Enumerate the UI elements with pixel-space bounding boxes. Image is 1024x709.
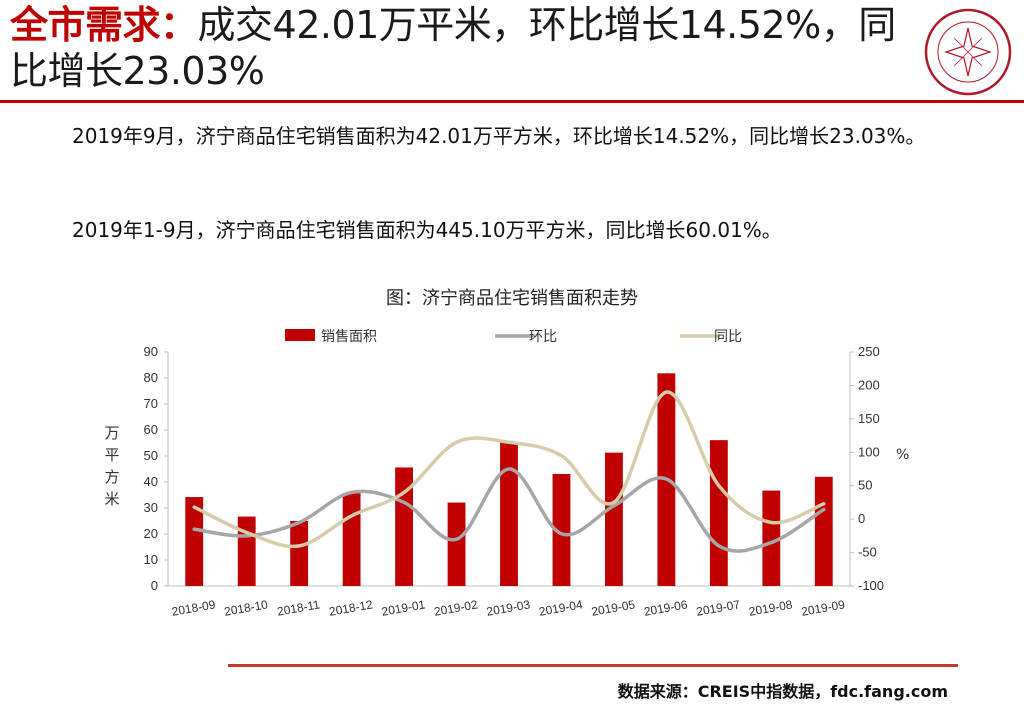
- x-tick-label: 2019-05: [590, 597, 636, 618]
- bar-sales-area: [814, 476, 833, 586]
- paragraph-monthly: 2019年9月，济宁商品住宅销售面积为42.01万平方米，环比增长14.52%，…: [72, 124, 926, 148]
- x-tick-label: 2019-09: [800, 597, 846, 618]
- x-tick-label: 2019-07: [695, 597, 741, 618]
- bar-sales-area: [447, 502, 466, 586]
- y-axis-label-char: 平: [104, 446, 119, 464]
- y2-tick-label: 200: [858, 377, 880, 392]
- y2-tick-label: -100: [858, 578, 884, 593]
- bar-sales-area: [762, 490, 781, 586]
- title-keyword: 全市需求：: [10, 3, 198, 47]
- x-tick-label: 2018-10: [223, 597, 269, 618]
- y-tick-label: 10: [144, 552, 158, 567]
- sales-area-chart: 0 10 20 30 40 50 60 70 80 90 -100 -50 0 50 100 150 200 25…: [104, 329, 909, 619]
- bar-sales-area: [342, 493, 361, 586]
- bar-sales-area: [500, 442, 518, 586]
- line-yoy: [192, 390, 826, 549]
- y-tick-label: 20: [144, 526, 158, 541]
- y-tick-label: 60: [144, 422, 158, 437]
- bar-sales-area: [290, 521, 309, 586]
- x-tick-label: 2019-08: [748, 597, 794, 618]
- bar-sales-area: [237, 516, 256, 586]
- y2-tick-label: -50: [858, 545, 877, 560]
- bar-sales-area: [709, 440, 728, 586]
- y2-tick-label: 50: [858, 478, 872, 493]
- x-tick-label: 2019-01: [380, 597, 426, 618]
- page-title: 全市需求：成交42.01万平米，环比增长14.52%，同比增长23.03%: [10, 2, 910, 94]
- y-tick-label: 40: [144, 474, 158, 489]
- bar-sales-area: [185, 497, 204, 586]
- legend-yoy-label: 同比: [714, 329, 742, 345]
- china-index-academy-logo: [924, 8, 1012, 96]
- legend-mom-label: 环比: [529, 329, 557, 345]
- y-axis-label-char: 万: [104, 424, 119, 442]
- bar-sales-area: [605, 452, 623, 586]
- data-source: 数据来源：CREIS中指数据，fdc.fang.com: [617, 682, 948, 701]
- y-tick-label: 70: [144, 396, 158, 411]
- x-tick-label: 2019-06: [643, 597, 689, 618]
- y-tick-label: 0: [151, 578, 158, 593]
- title-headline: 成交42.01万平米，环比增长14.52%，同比增长23.03%: [10, 3, 896, 93]
- x-tick-label: 2019-04: [538, 597, 584, 618]
- x-tick-label: 2019-03: [485, 597, 531, 618]
- x-tick-label: 2019-02: [433, 597, 479, 618]
- x-tick-label: 2018-11: [276, 597, 321, 618]
- y-axis-label-char: 方: [104, 468, 119, 486]
- legend-sales-area-label: 销售面积: [321, 329, 377, 345]
- x-tick-label: 2018-09: [171, 597, 217, 618]
- paragraph-ytd: 2019年1-9月，济宁商品住宅销售面积为445.10万平方米，同比增长60.0…: [72, 218, 782, 242]
- y-tick-label: 30: [144, 500, 158, 515]
- y2-tick-label: 0: [858, 511, 865, 526]
- bar-sales-area: [552, 473, 571, 586]
- y-tick-label: 80: [144, 370, 158, 385]
- y2-axis-label: %: [896, 447, 909, 463]
- y-tick-label: 50: [144, 448, 158, 463]
- chart-title: 图：济宁商品住宅销售面积走势: [386, 288, 638, 309]
- line-mom: [192, 467, 826, 553]
- y2-tick-label: 100: [858, 444, 880, 459]
- x-tick-label: 2018-12: [328, 597, 374, 618]
- y2-tick-label: 150: [858, 411, 880, 426]
- y-tick-label: 90: [144, 344, 158, 359]
- y2-tick-label: 250: [858, 344, 880, 359]
- y-axis-label-char: 米: [104, 490, 119, 508]
- legend-sales-area-swatch: [285, 329, 315, 341]
- title-divider: [0, 100, 1024, 103]
- footer-divider: [228, 664, 958, 667]
